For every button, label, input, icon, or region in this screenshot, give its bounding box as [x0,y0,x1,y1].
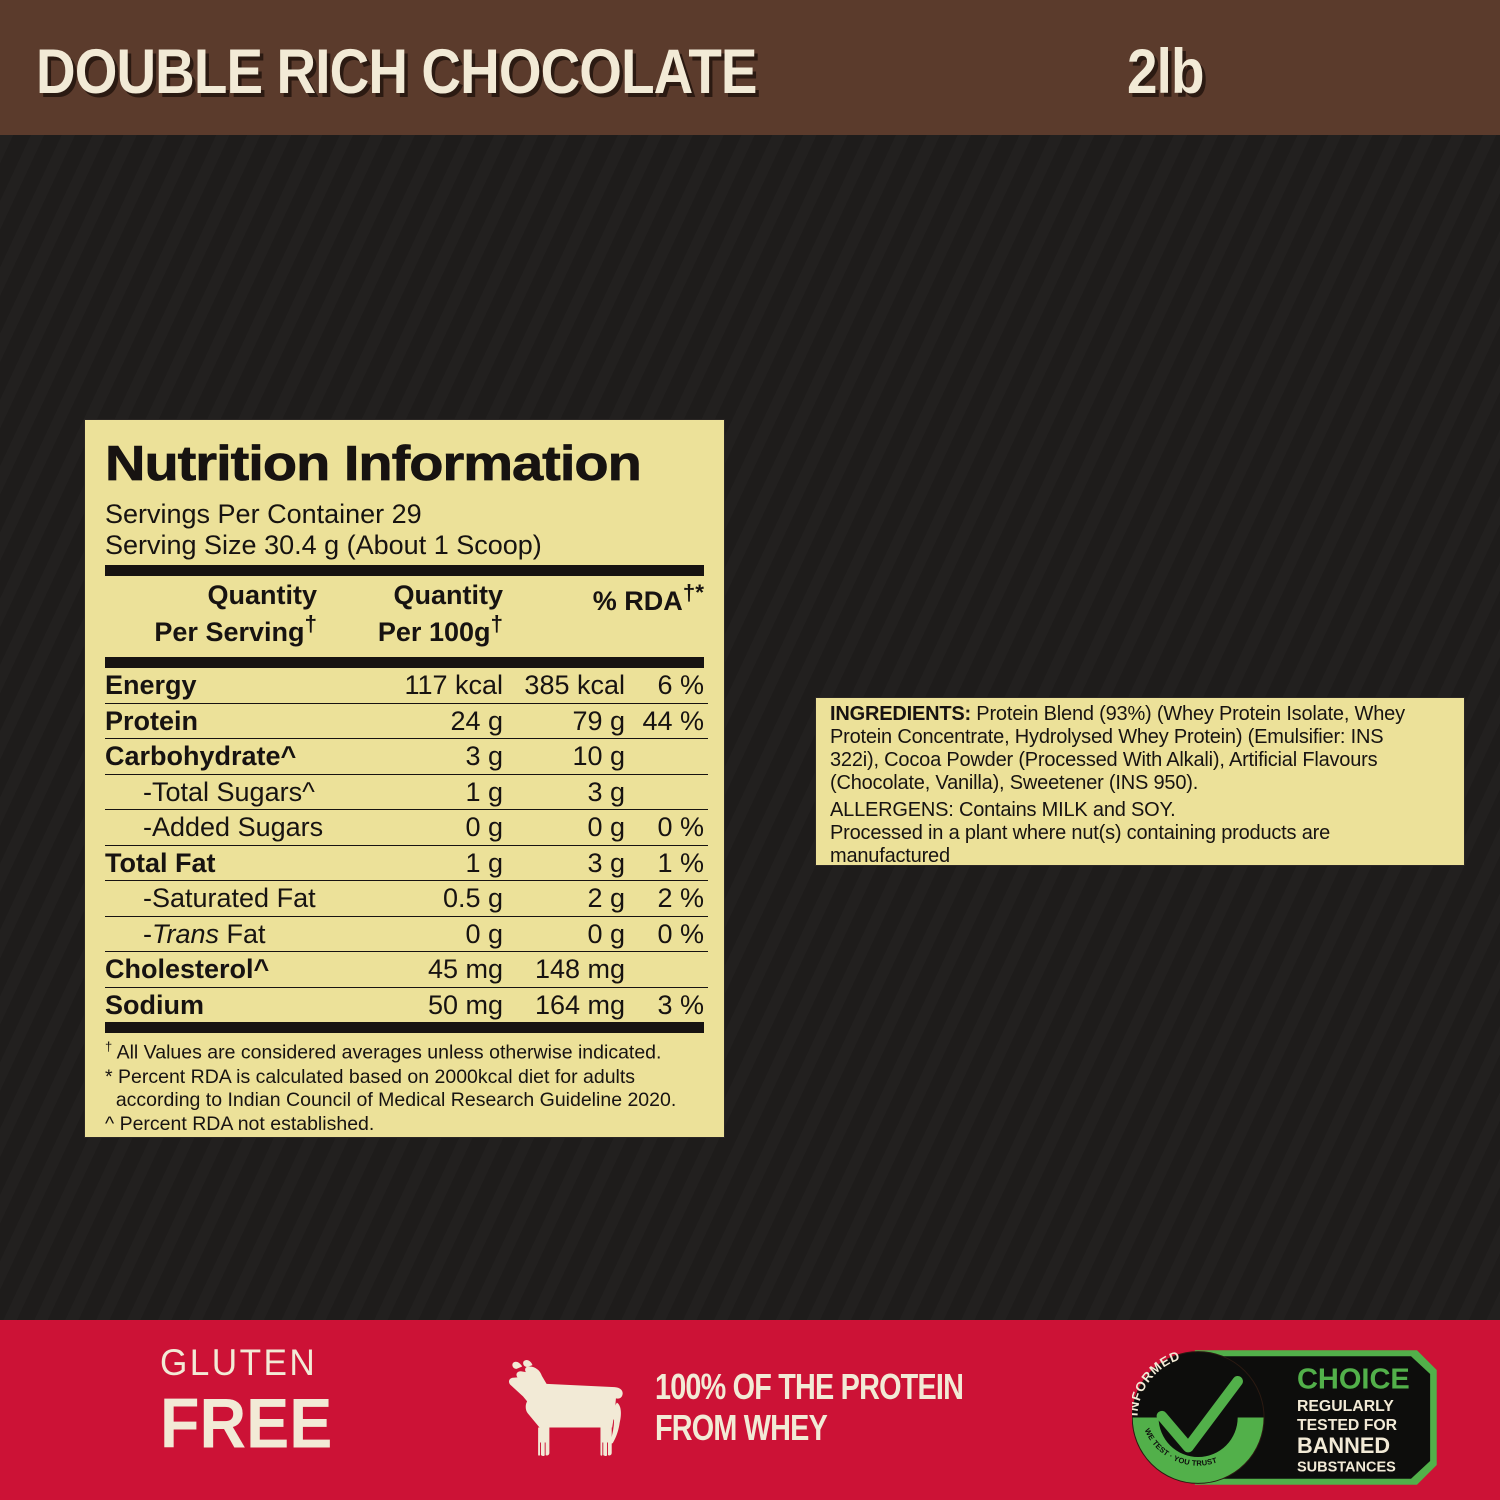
svg-text:TESTED FOR: TESTED FOR [1297,1417,1398,1434]
svg-text:SUBSTANCES: SUBSTANCES [1297,1460,1396,1476]
svg-text:CHOICE: CHOICE [1297,1364,1410,1396]
svg-text:REGULARLY: REGULARLY [1297,1398,1394,1415]
svg-text:BANNED: BANNED [1297,1433,1390,1458]
